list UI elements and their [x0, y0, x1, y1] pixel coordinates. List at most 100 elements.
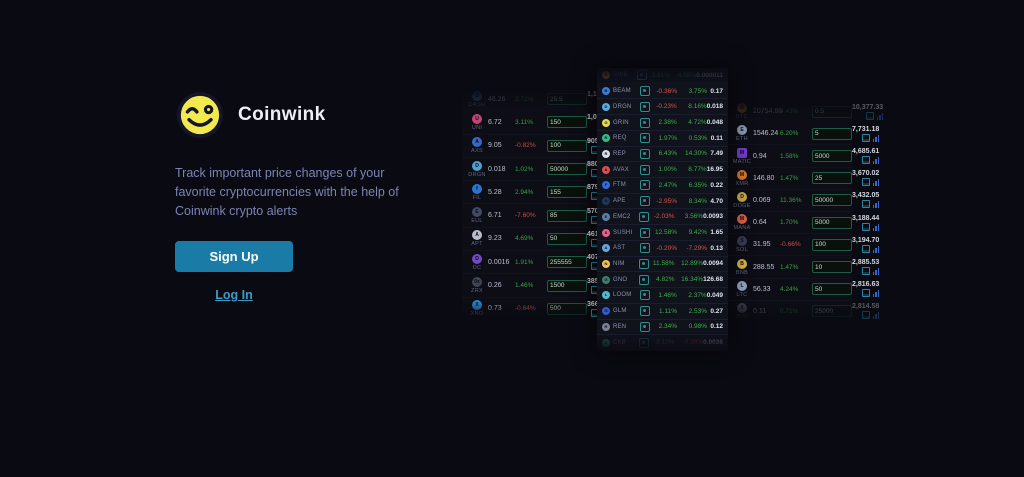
edit-icon[interactable]	[865, 111, 874, 120]
change-24h: 16.34%	[681, 276, 704, 284]
alert-icon[interactable]	[639, 101, 650, 112]
edit-icon[interactable]	[861, 289, 870, 298]
coin-ticker: BTC	[736, 114, 748, 121]
alert-icon[interactable]	[640, 227, 650, 238]
chart-icon[interactable]	[872, 157, 880, 164]
watchlist-row: M XMR 146.80 1.47% 3,670.02	[727, 168, 880, 190]
chart-icon[interactable]	[872, 223, 880, 231]
edit-icon[interactable]	[861, 222, 870, 231]
quantity-input[interactable]	[547, 163, 587, 176]
alert-icon[interactable]	[640, 148, 650, 159]
quantity-input[interactable]	[812, 172, 852, 185]
quantity-input[interactable]	[547, 209, 587, 222]
ticker-row: L LOOM 1.46% 2.37% 0.049	[597, 288, 728, 304]
value-cell: 2,814.58	[852, 303, 880, 320]
quantity-input[interactable]	[547, 232, 587, 245]
coin-ticker: REQ	[613, 135, 627, 142]
coin-cell: E ETH	[731, 125, 753, 142]
coin-price: 20754.66	[753, 108, 783, 116]
alert-icon[interactable]	[638, 258, 649, 269]
row-actions	[861, 311, 880, 320]
watchlist-row: M MATIC 0.94 1.58% 4,685.61	[727, 145, 880, 168]
alert-icon[interactable]	[640, 321, 650, 332]
holdings-value: 3,670.02	[852, 170, 880, 178]
chart-icon[interactable]	[872, 201, 880, 209]
quantity-input[interactable]	[812, 238, 852, 251]
quantity-input[interactable]	[547, 116, 587, 129]
coin-price: 0.12	[710, 323, 723, 331]
chart-icon[interactable]	[872, 245, 880, 253]
edit-icon[interactable]	[861, 267, 870, 276]
coin-price: 0.000011	[696, 71, 724, 79]
chart-icon[interactable]	[876, 112, 884, 120]
change-24h: 0.53%	[688, 134, 707, 142]
edit-icon[interactable]	[861, 133, 870, 142]
quantity-input[interactable]	[547, 139, 587, 152]
alert-icon[interactable]	[640, 86, 650, 97]
quantity-input[interactable]	[547, 186, 587, 199]
change-24h: 2.53%	[688, 307, 707, 315]
edit-icon[interactable]	[861, 200, 870, 209]
alert-icon[interactable]	[638, 274, 649, 285]
edit-icon[interactable]	[861, 311, 870, 320]
log-in-link[interactable]: Log In	[215, 288, 253, 303]
alert-icon[interactable]	[639, 117, 650, 128]
chart-icon[interactable]	[872, 268, 880, 276]
coin-price: 0.11	[753, 307, 767, 315]
quantity-input[interactable]	[547, 93, 587, 106]
quantity-input[interactable]	[812, 105, 852, 118]
chart-icon[interactable]	[872, 179, 880, 187]
sign-up-button[interactable]: Sign Up	[175, 241, 293, 273]
change-1h: 2.47%	[658, 181, 677, 189]
ticker-row: D DRGN -0.23% 8.16% 0.018	[597, 99, 728, 116]
alert-icon[interactable]	[639, 290, 650, 301]
chart-icon[interactable]	[872, 290, 880, 298]
alert-icon[interactable]	[638, 337, 649, 348]
coin-price: 6.72	[488, 118, 502, 126]
edit-icon[interactable]	[861, 244, 870, 253]
change-24h: 3.56%	[684, 213, 704, 221]
quantity-input[interactable]	[812, 150, 852, 162]
quantity-input[interactable]	[547, 302, 587, 315]
value-cell: 10,377.33	[852, 104, 884, 120]
coin-icon: U	[472, 113, 482, 124]
alert-icon[interactable]	[639, 164, 650, 175]
alert-icon[interactable]	[640, 243, 650, 254]
coin-cell: M MATIC	[731, 147, 753, 165]
coin-cell: A APT	[466, 230, 488, 247]
chart-icon[interactable]	[872, 312, 880, 320]
price-change: 1.70%	[780, 219, 799, 227]
quantity-input[interactable]	[812, 305, 852, 318]
ticker-row: B BEAM -0.36% 3.75% 0.17	[597, 84, 728, 100]
alert-icon[interactable]	[638, 211, 649, 222]
alert-icon[interactable]	[640, 306, 650, 317]
quantity-input[interactable]	[812, 194, 852, 207]
holdings-value: 7,731.18	[852, 125, 880, 133]
quantity-input[interactable]	[812, 216, 852, 229]
quantity-input[interactable]	[547, 256, 587, 269]
alert-icon[interactable]	[636, 70, 647, 81]
ticker-row: R REP 6.43% 14.30% 7.49	[597, 147, 728, 163]
coin-price: 0.0094	[703, 260, 723, 268]
edit-icon[interactable]	[861, 178, 870, 187]
coin-icon: X	[737, 302, 747, 313]
quantity-input[interactable]	[812, 283, 852, 296]
ticker-row: S SHIB 3.61% 4.88% 0.000011	[597, 68, 728, 84]
coin-icon: D	[737, 191, 747, 202]
quantity-input[interactable]	[547, 279, 587, 292]
row-actions	[861, 222, 880, 231]
coin-cell: D DC	[466, 253, 488, 271]
price-change: 2.94%	[515, 188, 534, 196]
chart-icon[interactable]	[872, 134, 880, 142]
alert-icon[interactable]	[640, 196, 650, 207]
coin-cell: M MANA	[731, 214, 753, 231]
quantity-input[interactable]	[812, 127, 852, 140]
edit-icon[interactable]	[861, 156, 870, 164]
coin-cell: X XNO	[466, 300, 488, 317]
coin-icon: S	[602, 71, 610, 80]
price-change: -0.82%	[515, 142, 536, 150]
alert-icon[interactable]	[640, 133, 650, 144]
watchlist-row: D DOGE 0.069 11.36% 3,432.05	[727, 190, 880, 213]
quantity-input[interactable]	[812, 261, 852, 274]
alert-icon[interactable]	[640, 180, 650, 191]
